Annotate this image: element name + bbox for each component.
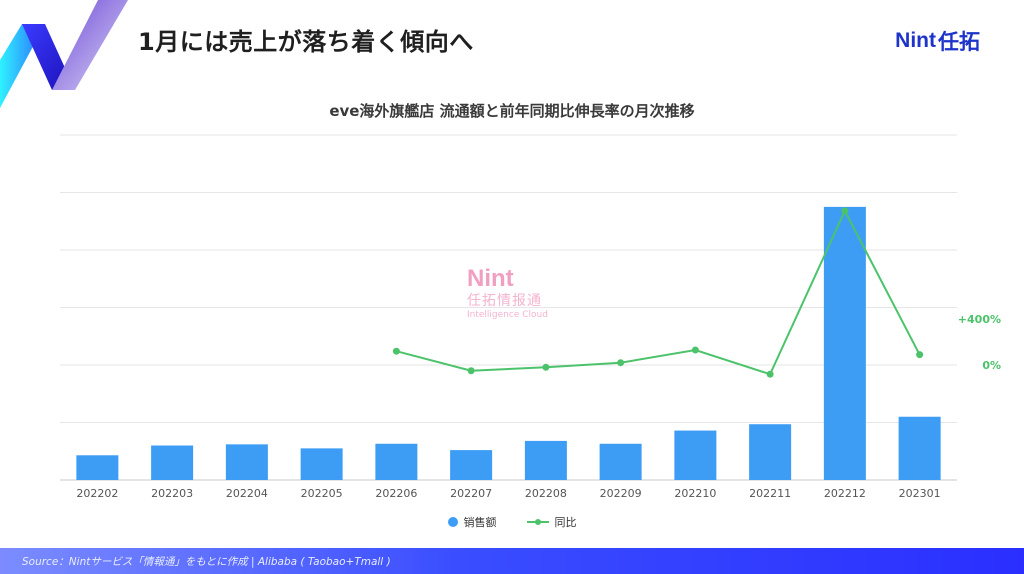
- legend-label-sales: 销售额: [463, 516, 497, 529]
- source-note: Source：Nintサービス「情報通」をもとに作成 | Alibaba ( T…: [22, 556, 391, 568]
- bar-202202: [76, 455, 119, 480]
- yoy-line: [396, 208, 921, 376]
- watermark-en: Nint: [467, 265, 514, 292]
- x-tick-label: 202208: [525, 487, 567, 500]
- brand-logo: Nint 任拓: [895, 26, 980, 56]
- x-tick-label: 202204: [226, 487, 268, 500]
- legend-item-sales[interactable]: 销售额: [447, 514, 497, 530]
- yoy-point-202210: [691, 346, 699, 354]
- legend-label-yoy: 同比: [554, 516, 577, 529]
- x-tick-label: 202203: [151, 487, 193, 500]
- bar-202203: [151, 445, 194, 480]
- corner-logo-graphic: [0, 0, 128, 108]
- bar-202206: [375, 443, 418, 480]
- x-tick-label: 202207: [450, 487, 492, 500]
- yoy-point-202206: [392, 347, 400, 355]
- right-axis-label: +400%: [958, 313, 1001, 326]
- watermark-logo: Nint 任拓情报通 Intelligence Cloud: [467, 266, 548, 321]
- bar-202212: [823, 206, 866, 480]
- chart-title: eve海外旗艦店 流通額と前年同期比伸長率の月次推移: [329, 102, 695, 120]
- yoy-point-202208: [542, 363, 550, 371]
- bar-202207: [450, 450, 493, 480]
- brand-name-en: Nint: [895, 29, 936, 52]
- yoy-point-202301: [916, 351, 924, 359]
- bar-202209: [599, 443, 642, 480]
- bar-202205: [300, 448, 343, 480]
- legend-bar-swatch: [447, 517, 458, 527]
- x-tick-label: 202301: [899, 487, 941, 500]
- x-tick-label: 202209: [600, 487, 642, 500]
- bar-202208: [524, 440, 567, 480]
- chart-legend: 销售额 同比: [0, 514, 1024, 530]
- yoy-point-202207: [467, 367, 475, 375]
- page-title: 1月には売上が落ち着く傾向へ: [138, 28, 474, 56]
- legend-line-swatch: [526, 517, 549, 527]
- watermark-sub: Intelligence Cloud: [467, 310, 548, 320]
- yoy-point-202209: [617, 359, 625, 367]
- x-tick-label: 202205: [301, 487, 343, 500]
- yoy-point-202212: [841, 207, 849, 215]
- x-tick-label: 202210: [674, 487, 716, 500]
- bar-202301: [898, 416, 941, 480]
- brand-name-jp: 任拓: [938, 30, 980, 54]
- x-tick-label: 202212: [824, 487, 866, 500]
- bar-202210: [674, 430, 717, 480]
- bar-202204: [225, 444, 268, 480]
- x-tick-label: 202202: [76, 487, 118, 500]
- legend-item-yoy[interactable]: 同比: [526, 514, 577, 530]
- bar-202211: [749, 424, 792, 480]
- yoy-point-202211: [766, 370, 774, 378]
- watermark-jp: 任拓情报通: [467, 293, 542, 309]
- right-axis-label: 0%: [982, 359, 1001, 372]
- footer-bar: Source：Nintサービス「情報通」をもとに作成 | Alibaba ( T…: [0, 548, 1024, 574]
- x-tick-label: 202211: [749, 487, 791, 500]
- x-tick-label: 202206: [375, 487, 417, 500]
